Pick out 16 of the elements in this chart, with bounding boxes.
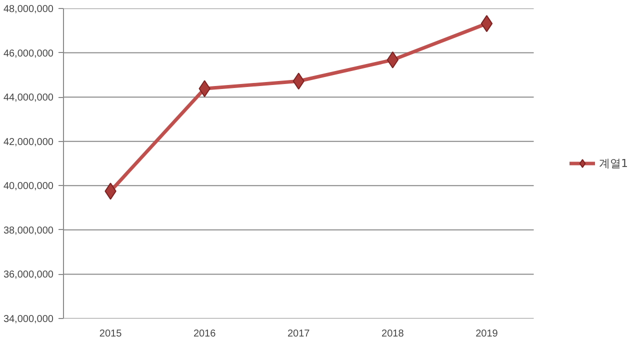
x-tick-label: 2018 bbox=[382, 328, 404, 339]
point bbox=[480, 15, 493, 32]
y-tick-label: 34,000,000 bbox=[3, 314, 54, 325]
x-tick-label: 2017 bbox=[288, 328, 310, 339]
x-tick-label: 2016 bbox=[193, 328, 216, 339]
y-tick-label: 40,000,000 bbox=[3, 181, 54, 192]
point bbox=[386, 51, 399, 68]
legend-label: 계열1 bbox=[599, 156, 628, 170]
y-tick-label: 38,000,000 bbox=[3, 225, 54, 236]
y-tick-label: 36,000,000 bbox=[3, 270, 54, 281]
x-tick-label: 2019 bbox=[476, 328, 498, 339]
y-tick-label: 42,000,000 bbox=[3, 136, 54, 148]
y-tick-label: 44,000,000 bbox=[3, 92, 54, 104]
y-tick-label: 46,000,000 bbox=[3, 48, 54, 60]
x-tick-label: 2015 bbox=[99, 328, 122, 339]
y-tick-label: 48,000,000 bbox=[3, 4, 54, 15]
